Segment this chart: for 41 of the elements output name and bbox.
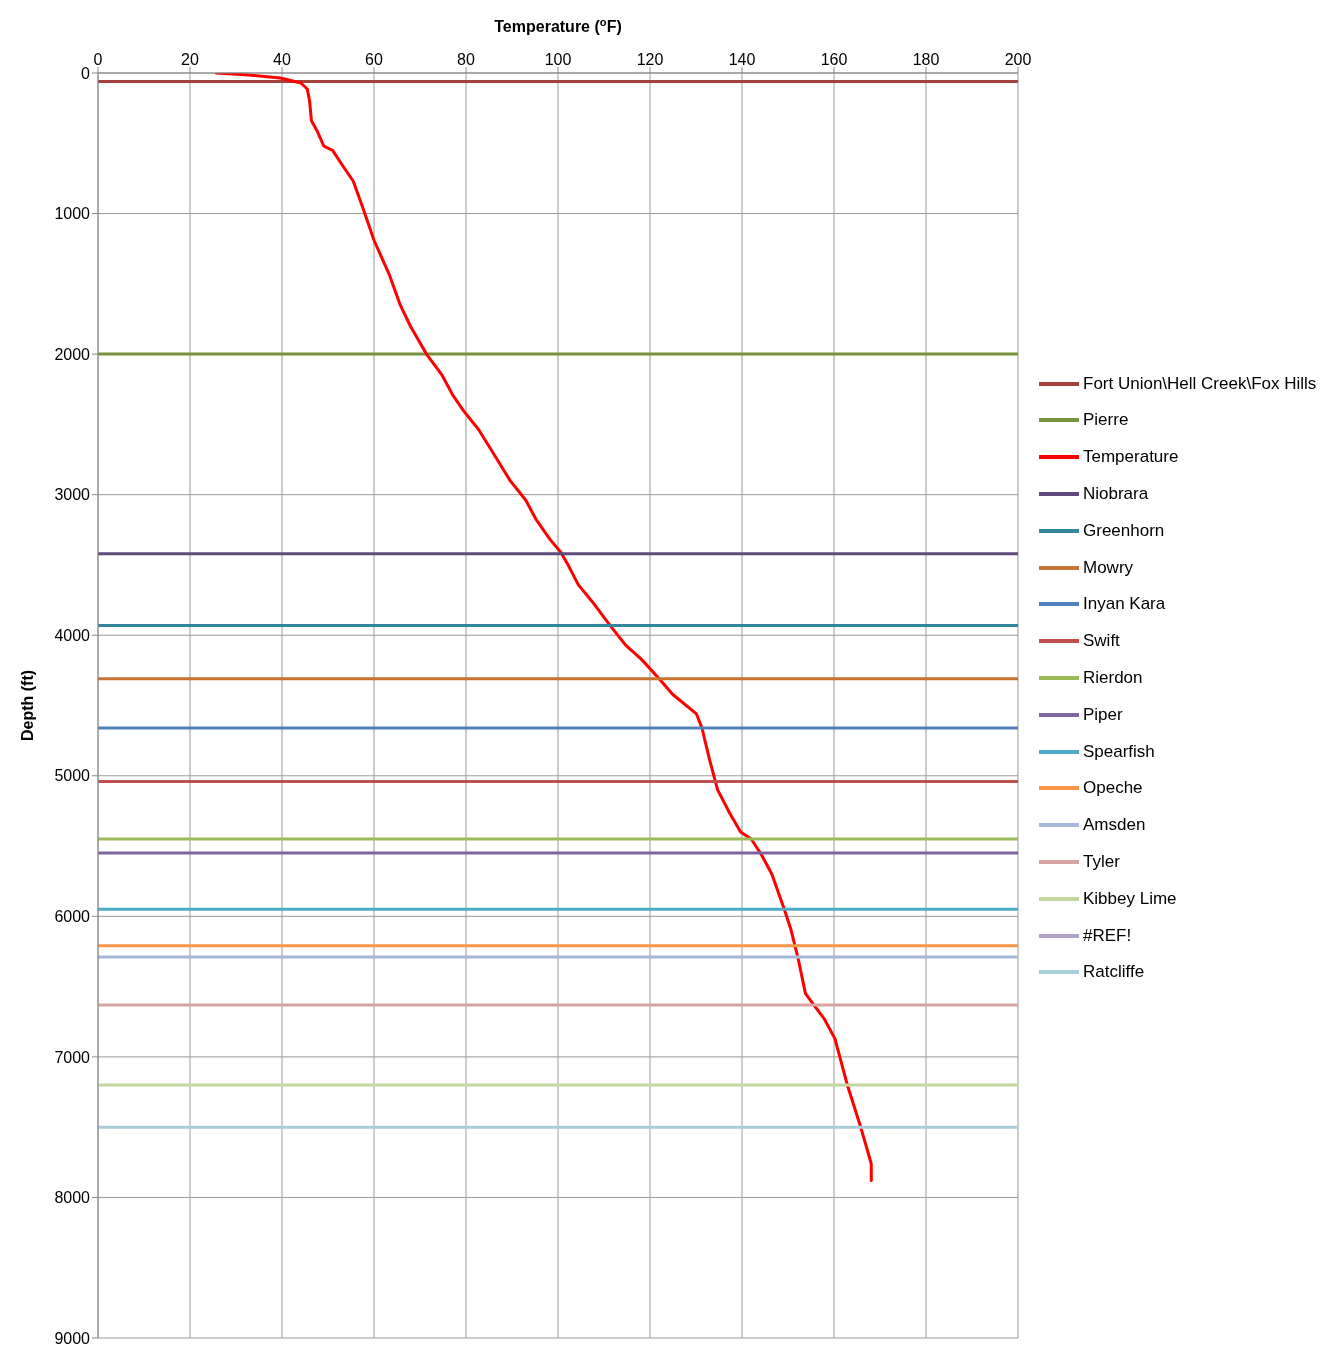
legend-label: Amsden — [1083, 815, 1146, 836]
x-tick-label: 40 — [273, 51, 291, 68]
x-tick-label: 160 — [820, 51, 848, 68]
x-tick-label: 200 — [1004, 51, 1032, 68]
legend-label: Spearfish — [1083, 741, 1155, 762]
legend-label: Opeche — [1083, 778, 1143, 799]
x-tick-label: 100 — [544, 51, 572, 68]
line-series — [214, 73, 873, 1183]
legend-label: Temperature — [1083, 447, 1179, 468]
y-tick-label: 0 — [81, 64, 91, 82]
legend-label: Pierre — [1083, 410, 1129, 431]
legend-label: Inyan Kara — [1083, 594, 1166, 615]
legend-label: Rierdon — [1083, 667, 1143, 688]
y-tick-label: 2000 — [54, 345, 91, 363]
x-tick-label: 0 — [93, 51, 103, 68]
legend-label: Kibbey Lime — [1083, 888, 1177, 909]
legend-label: Piper — [1083, 704, 1123, 725]
y-tick-label: 3000 — [54, 486, 91, 504]
y-axis-title: Depth (ft) — [19, 669, 36, 742]
y-tick-label: 4000 — [54, 626, 91, 644]
x-tick-label: 120 — [636, 51, 664, 68]
legend-label: Ratcliffe — [1083, 962, 1145, 983]
legend-label: Tyler — [1083, 851, 1120, 872]
legend-label: Niobrara — [1083, 484, 1149, 504]
x-tick-label: 60 — [365, 51, 383, 68]
y-tick-label: 6000 — [54, 908, 91, 926]
y-tick-label: 8000 — [54, 1189, 91, 1207]
y-tick-label: 5000 — [54, 767, 91, 785]
y-tick-label: 9000 — [54, 1329, 91, 1347]
x-tick-label: 80 — [457, 51, 475, 68]
legend-label: #REF! — [1083, 925, 1132, 946]
legend-label: Mowry — [1083, 557, 1134, 578]
legend-label: Greenhorn — [1083, 520, 1165, 541]
x-tick-label: 180 — [912, 51, 940, 68]
x-tick-label: 20 — [181, 51, 199, 68]
x-tick-label: 140 — [728, 51, 756, 68]
x-axis-title: Temperature ($^{o}$F) — [494, 16, 622, 35]
y-tick-label: 1000 — [54, 205, 91, 223]
y-tick-label: 7000 — [54, 1048, 91, 1066]
legend-label: Swift — [1083, 631, 1120, 652]
legend-label: Fort Union\Hell Creek\Fox Hills — [1083, 373, 1317, 394]
